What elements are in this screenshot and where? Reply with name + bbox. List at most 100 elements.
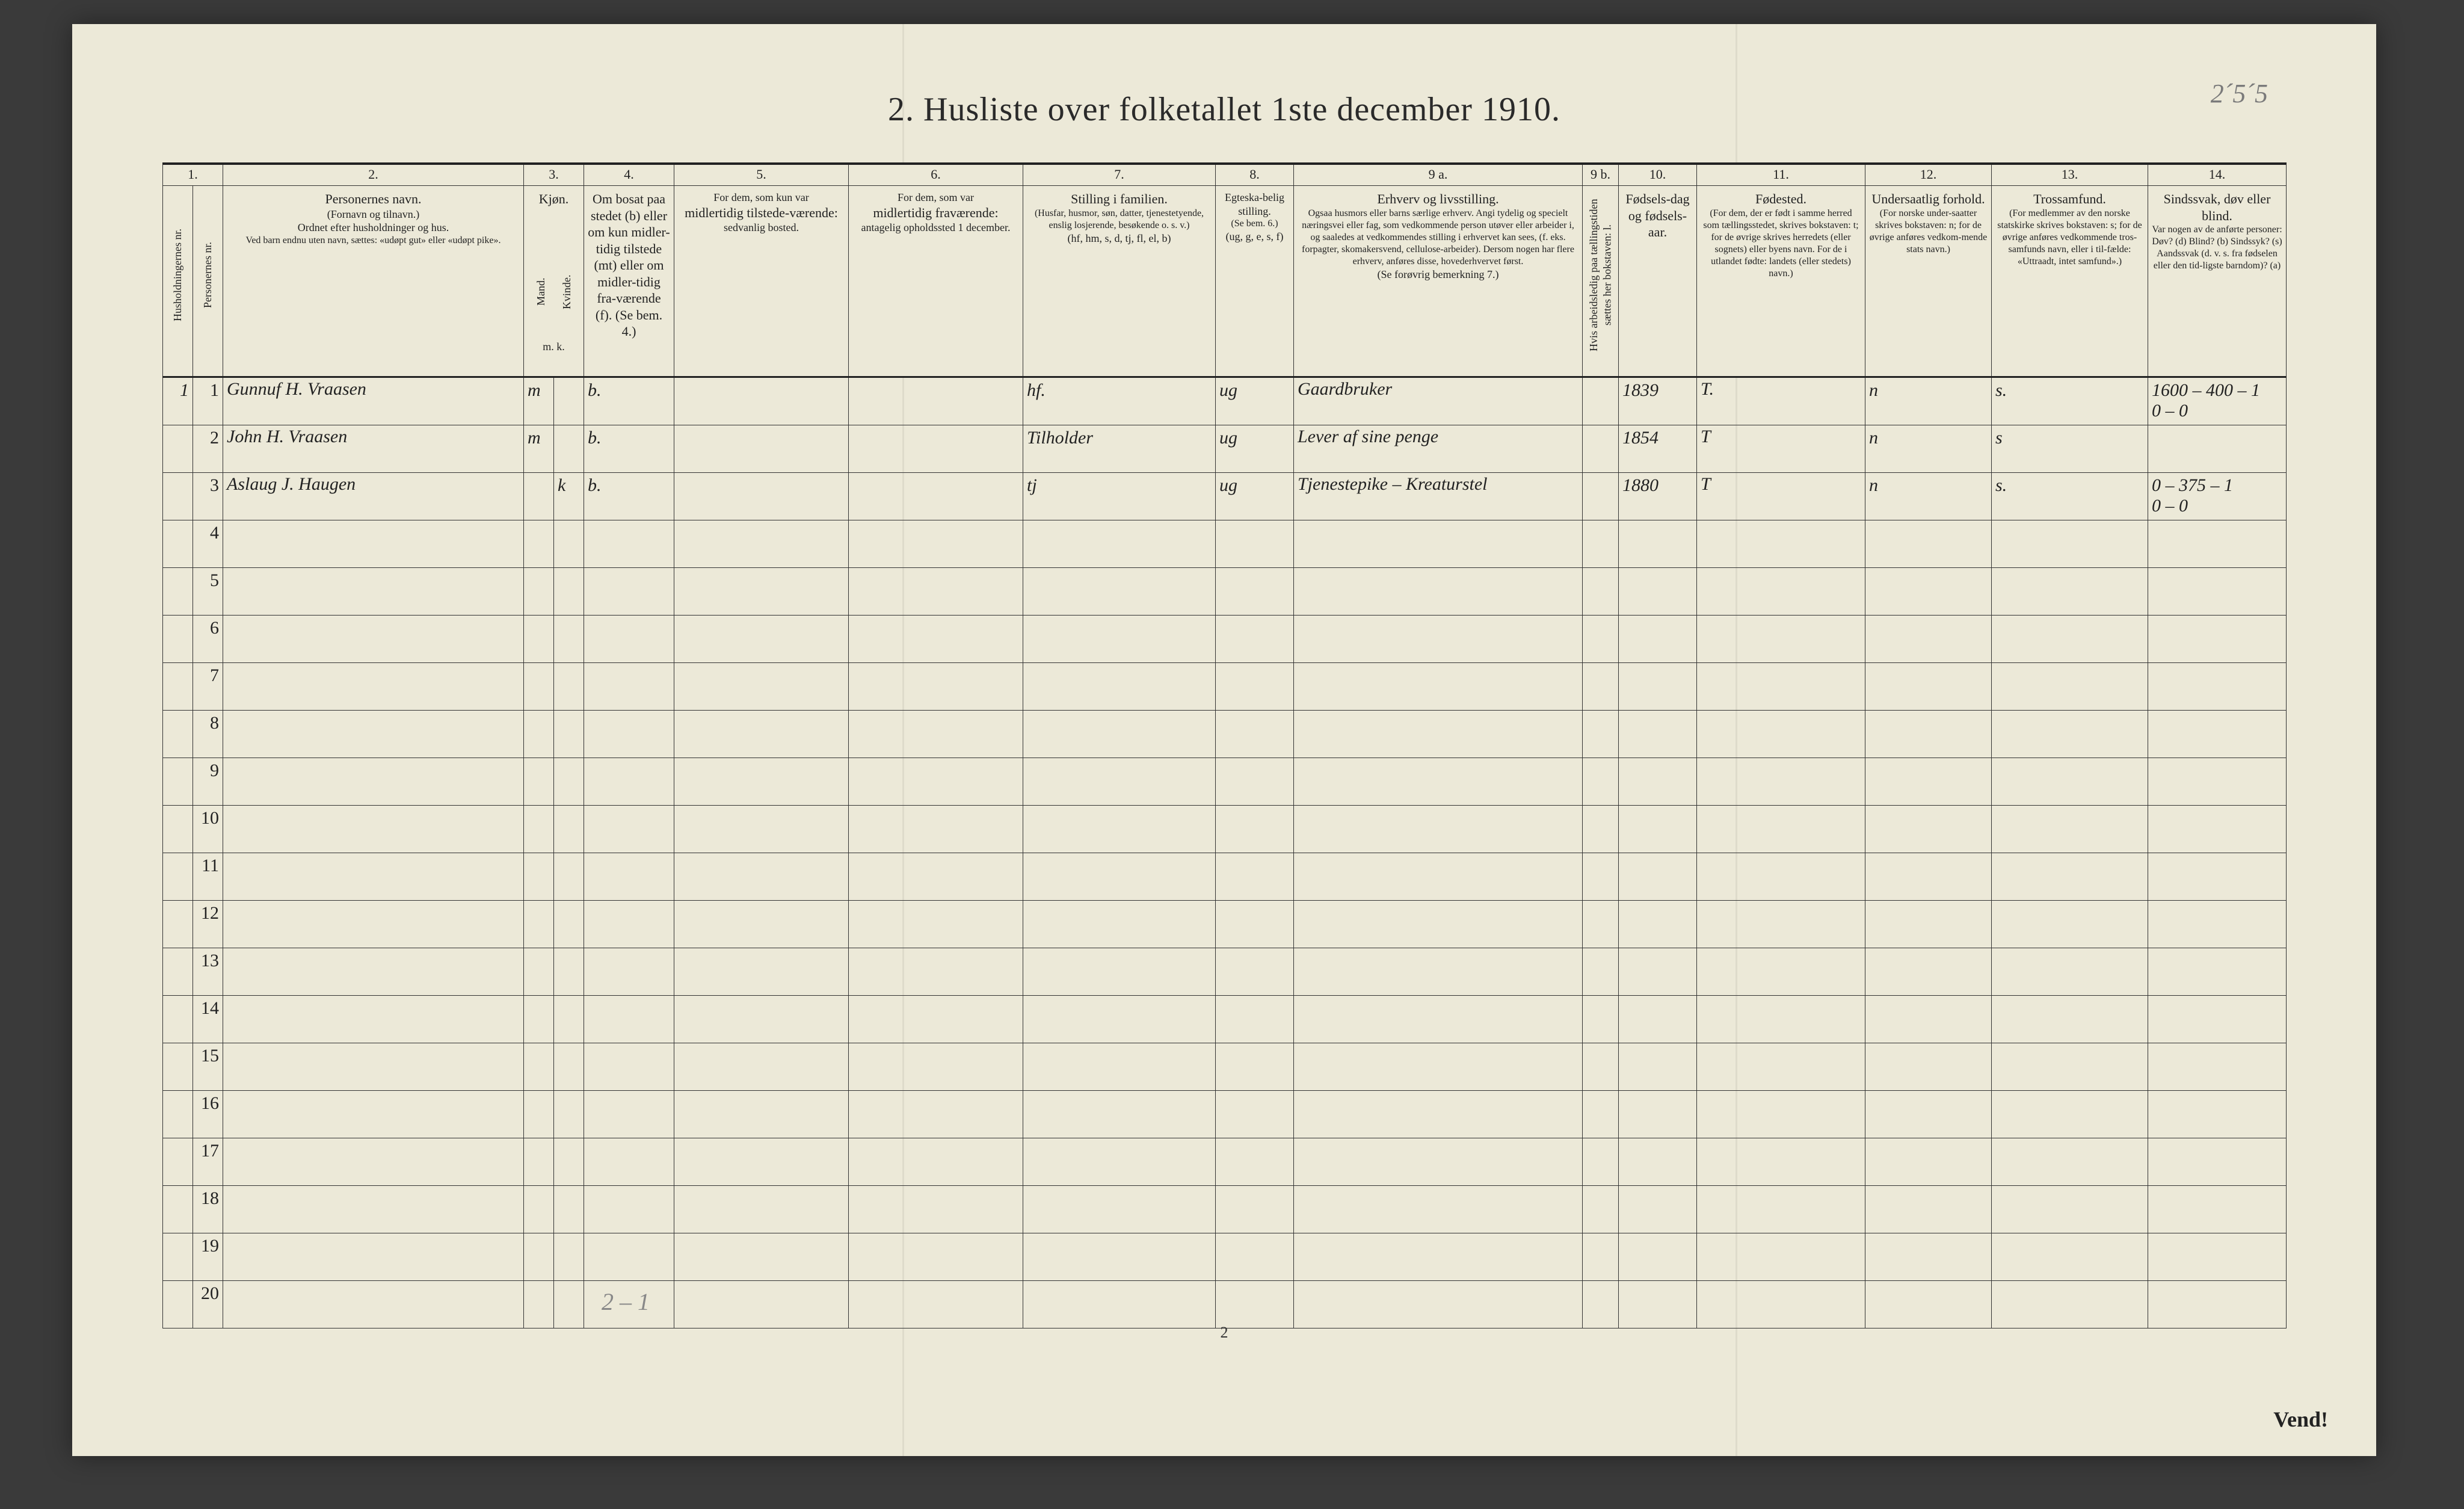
cell-blank [1294,1043,1583,1091]
cell-name: John H. Vraasen [223,425,524,473]
cell-blank [674,901,849,948]
cell-blank [1583,1233,1619,1281]
cell-blank [849,1281,1023,1328]
cell-blank [1619,711,1697,758]
cell-blank [1294,758,1583,806]
cell-blank [1619,1186,1697,1233]
cell-hh [163,948,193,996]
cell-blank [674,616,849,663]
colnum-12: 12. [1865,164,1992,186]
cell-sex-m: m [524,425,554,473]
cell-hh [163,1043,193,1091]
cell-hh [163,1186,193,1233]
cell-blank [1992,1043,2148,1091]
cell-sex-m [524,473,554,520]
cell-blank [1216,616,1294,663]
hdr-14-a: Sindssvak, døv eller blind. [2152,191,2282,224]
cell-blank [223,853,524,901]
cell-pn: 15 [193,1043,223,1091]
cell-blank [1583,948,1619,996]
cell-blank [554,568,584,616]
cell-blank [584,1186,674,1233]
cell-blank [1294,616,1583,663]
cell-blank [1294,901,1583,948]
cell-blank [1023,1233,1216,1281]
cell-c5 [674,473,849,520]
cell-name: Aslaug J. Haugen [223,473,524,520]
cell-blank [1023,520,1216,568]
cell-blank [849,996,1023,1043]
cell-blank [1992,1233,2148,1281]
cell-c6 [849,377,1023,425]
cell-erhverv: Lever af sine penge [1294,425,1583,473]
hdr-2-title: Personernes navn. [227,191,520,208]
table-row: 17 [163,1138,2287,1186]
cell-blank [1216,948,1294,996]
cell-blank [1865,520,1992,568]
cell-blank [1697,901,1865,948]
cell-blank [1992,663,2148,711]
hdr-6: For dem, som var midlertidig fraværende:… [849,186,1023,377]
cell-blank [1992,901,2148,948]
cell-blank [849,758,1023,806]
hdr-13-a: Trossamfund. [1995,191,2144,208]
cell-blank [584,948,674,996]
cell-blank [2148,1233,2287,1281]
cell-pn: 5 [193,568,223,616]
colnum-8: 8. [1216,164,1294,186]
cell-blank [1619,1043,1697,1091]
cell-pn: 12 [193,901,223,948]
hdr-2-line2: (Fornavn og tilnavn.) [227,208,520,221]
cell-blank [554,520,584,568]
cell-blank [1992,1091,2148,1138]
cell-egte: ug [1216,473,1294,520]
hdr-6-b: midlertidig fraværende: [852,205,1019,221]
hdr-14-b: Var nogen av de anførte personer: [2152,224,2282,236]
cell-blank [849,1186,1023,1233]
cell-blank [849,1138,1023,1186]
cell-blank [1583,663,1619,711]
cell-blank [674,711,849,758]
cell-blank [1992,520,2148,568]
cell-blank [524,1281,554,1328]
cell-blank [1697,758,1865,806]
cell-blank [524,996,554,1043]
colnum-2: 2. [223,164,524,186]
cell-blank [1583,901,1619,948]
cell-blank [554,1186,584,1233]
table-row: 8 [163,711,2287,758]
colnum-10: 10. [1619,164,1697,186]
cell-blank [524,1043,554,1091]
hdr-9a-c: (Se forøvrig bemerkning 7.) [1298,268,1578,282]
cell-blank [1023,616,1216,663]
cell-blank [1697,948,1865,996]
cell-note: 1600 – 400 – 1 0 – 0 [2148,377,2287,425]
cell-blank [1583,568,1619,616]
cell-pn: 19 [193,1233,223,1281]
cell-blank [1619,996,1697,1043]
cell-blank [223,948,524,996]
ledger-table-wrap: 1. 2. 3. 4. 5. 6. 7. 8. 9 a. 9 b. 10. 11… [162,162,2286,1328]
cell-blank [2148,616,2287,663]
cell-blank [674,1138,849,1186]
cell-blank [2148,1043,2287,1091]
hdr-8-c: (ug, g, e, s, f) [1219,230,1290,244]
hdr-14-c: Døv? (d) Blind? (b) Sindssyk? (s) Aandss… [2152,236,2282,272]
cell-fodsel: 1839 [1619,377,1697,425]
cell-fodested: T [1697,425,1865,473]
cell-blank [674,663,849,711]
cell-fodsel: 1880 [1619,473,1697,520]
hdr-3-title: Kjøn. [528,191,580,208]
cell-blank [674,1281,849,1328]
cell-blank [1697,1186,1865,1233]
colnum-9b: 9 b. [1583,164,1619,186]
cell-blank [554,1138,584,1186]
cell-blank [223,806,524,853]
hdr-3-kvinde: Kvinde. [560,208,574,376]
cell-blank [554,758,584,806]
cell-blank [223,1186,524,1233]
hdr-7: Stilling i familien. (Husfar, husmor, sø… [1023,186,1216,377]
cell-blank [584,1043,674,1091]
cell-blank [1294,520,1583,568]
cell-blank [1294,1186,1583,1233]
